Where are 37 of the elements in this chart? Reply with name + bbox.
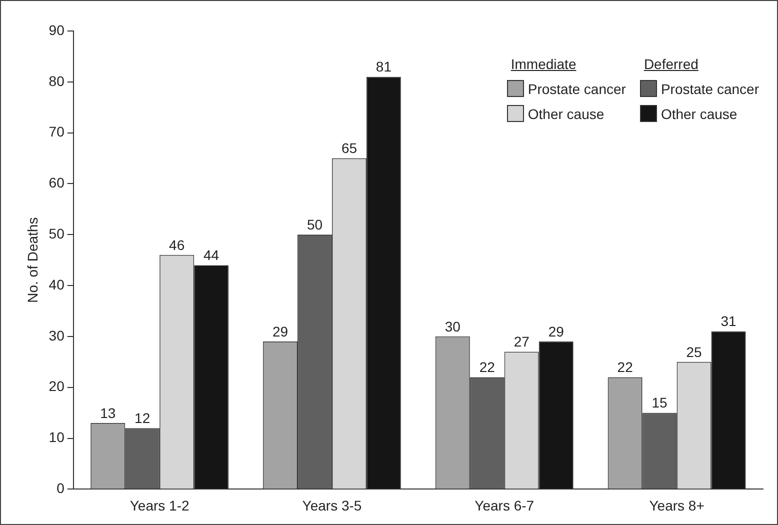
x-tick-label: Years 3-5 — [302, 497, 362, 514]
legend-label: Prostate cancer — [528, 80, 626, 96]
data-label: 29 — [272, 323, 288, 340]
y-tick-label: 70 — [48, 124, 65, 140]
y-tick-label: 10 — [48, 429, 65, 446]
y-tick-label: 50 — [48, 226, 65, 242]
x-tick-label: Years 8+ — [649, 497, 704, 514]
y-axis-title: No. of Deaths — [24, 217, 40, 303]
data-label: 46 — [169, 236, 185, 253]
data-label: 25 — [686, 344, 702, 360]
y-tick-label: 30 — [48, 327, 65, 344]
data-label: 15 — [652, 394, 668, 411]
data-label: 31 — [720, 313, 737, 330]
y-tick-label: 90 — [48, 22, 65, 38]
y-tick-label: 20 — [48, 378, 65, 394]
annotation: Deferred — [642, 56, 700, 72]
y-tick-label: 0 — [56, 480, 65, 496]
data-label: 81 — [376, 58, 392, 75]
data-label: 12 — [134, 410, 150, 426]
data-label: 22 — [617, 359, 634, 376]
data-label: 27 — [514, 334, 530, 350]
y-tick-label: 60 — [48, 174, 65, 191]
data-label: 65 — [341, 140, 358, 156]
legend-label: Other cause — [660, 106, 738, 122]
legend-label: Other cause — [528, 106, 604, 122]
y-tick-label: 80 — [48, 72, 65, 89]
data-label: 22 — [479, 359, 496, 376]
data-label: 44 — [204, 247, 220, 264]
y-tick-label: 40 — [48, 276, 65, 292]
data-label: 13 — [100, 404, 116, 421]
data-label: 50 — [306, 216, 323, 233]
legend-label: Prostate cancer — [660, 80, 759, 96]
x-tick-label: Years 6-7 — [474, 497, 534, 514]
annotation: Immediate — [510, 56, 578, 72]
x-tick-label: Years 1-2 — [130, 497, 190, 514]
data-label: 29 — [548, 323, 564, 340]
data-label: 30 — [444, 318, 461, 334]
